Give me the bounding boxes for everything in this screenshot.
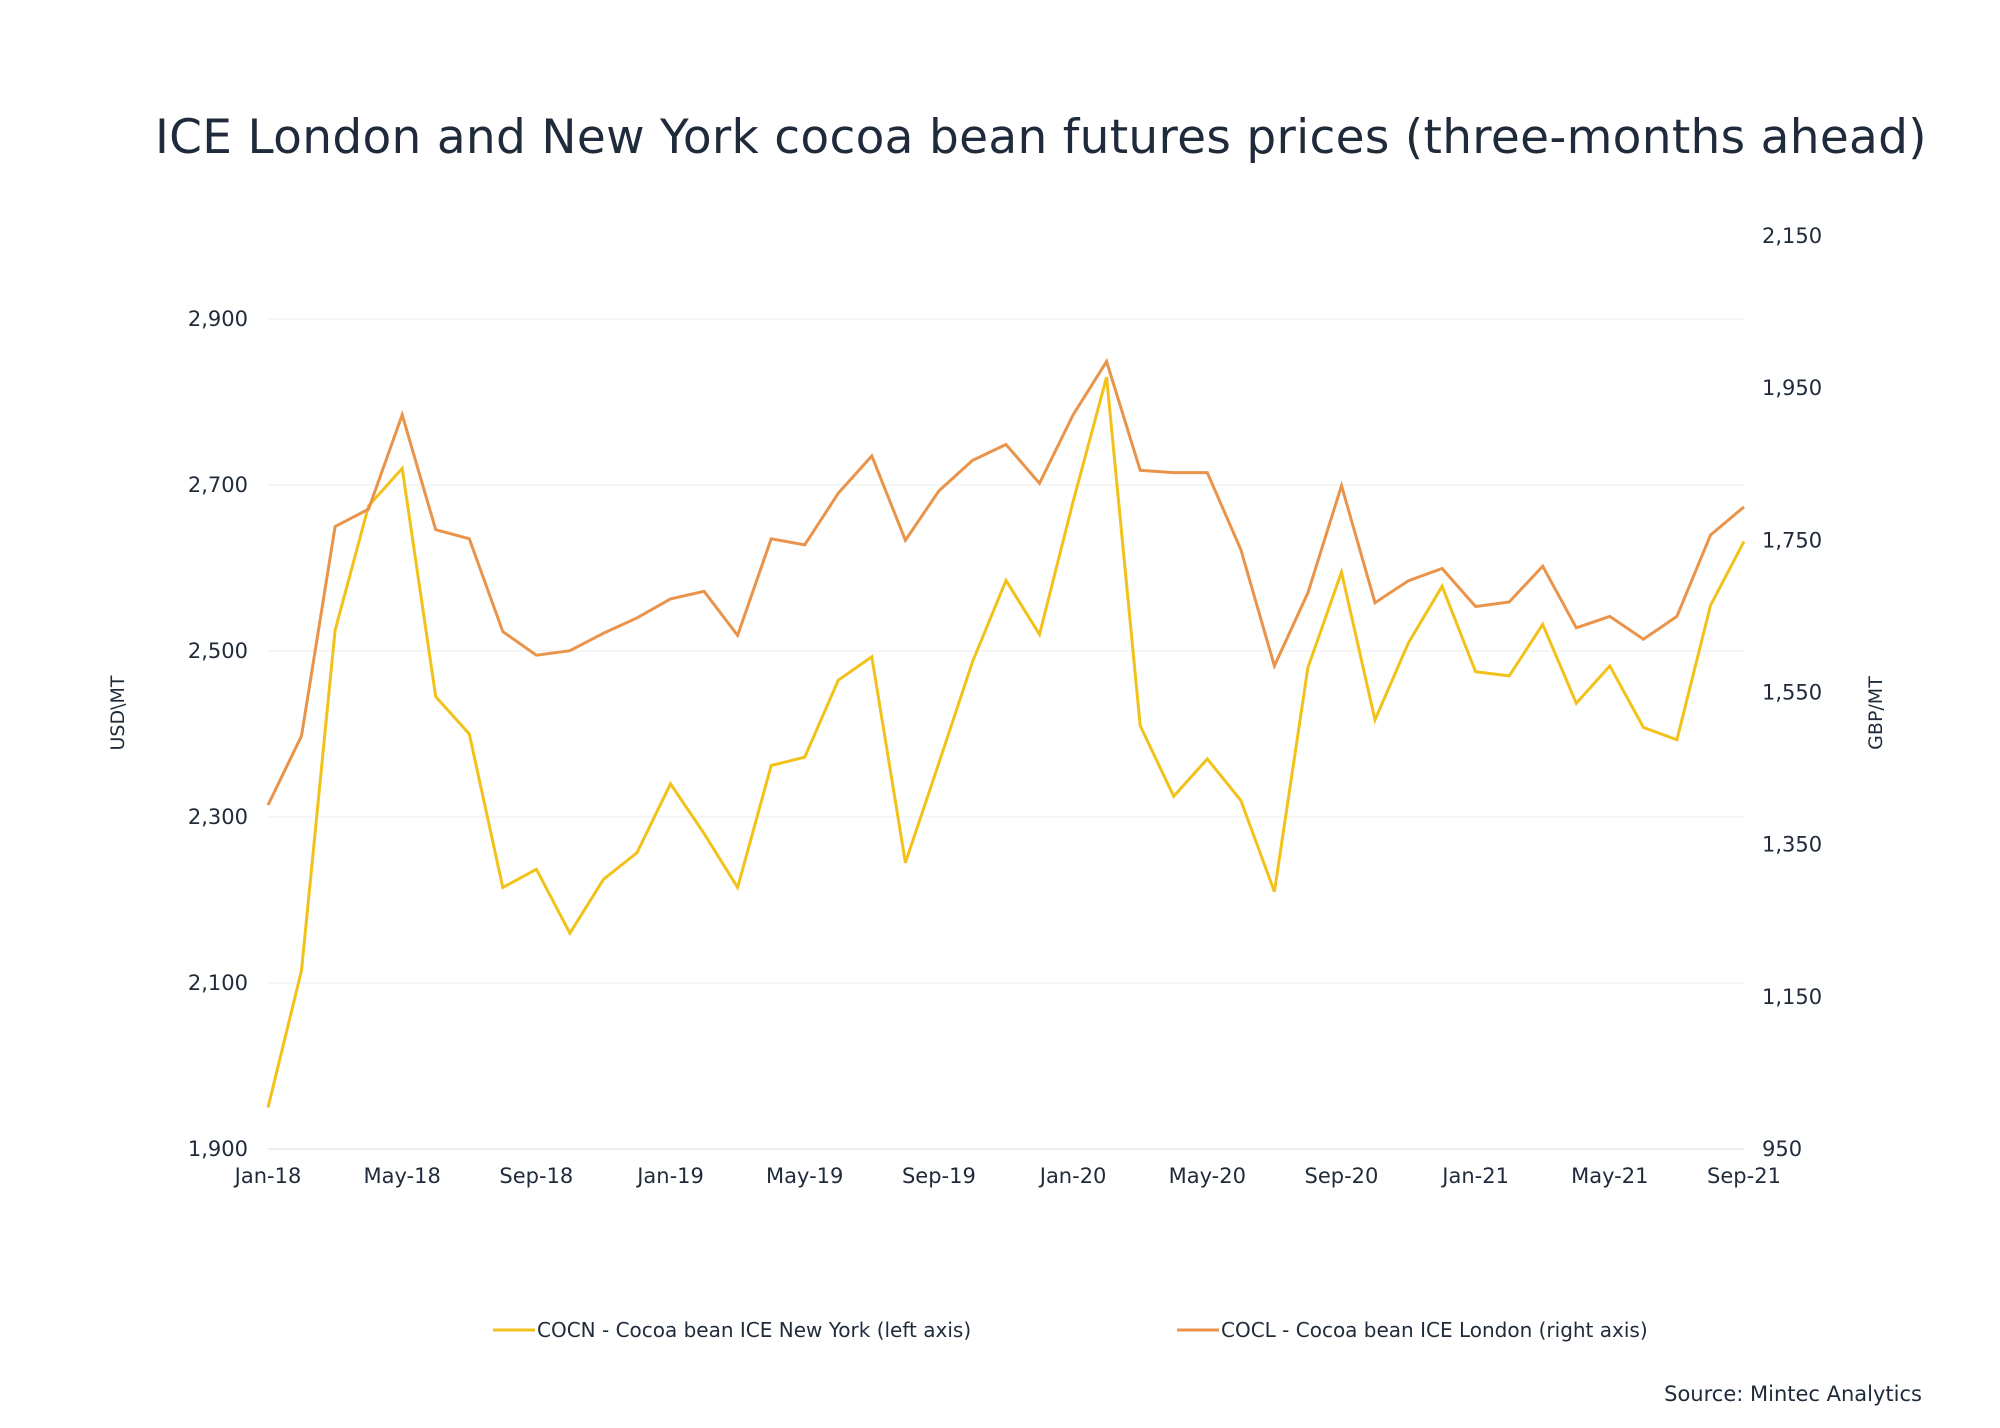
x-tick-label: Jan-19 (635, 1164, 704, 1188)
left-tick-label: 2,100 (188, 971, 248, 995)
left-tick-label: 2,500 (188, 639, 248, 663)
right-axis-title: GBP/MT (1865, 676, 1887, 750)
x-tick-label: Sep-20 (1305, 1164, 1379, 1188)
x-tick-label: May-20 (1169, 1164, 1246, 1188)
left-tick-label: 2,900 (188, 307, 248, 331)
x-tick-label: Jan-20 (1038, 1164, 1107, 1188)
right-axis-ticks: 950 1,150 1,350 1,550 1,750 1,950 2,150 (1762, 224, 1822, 1161)
x-tick-label: Jan-18 (233, 1164, 302, 1188)
right-tick-label: 1,750 (1762, 528, 1822, 552)
series-line-cocl (266, 357, 1745, 806)
left-axis-ticks: 1,900 2,100 2,300 2,500 2,700 2,900 (188, 307, 248, 1161)
chart-title: ICE London and New York cocoa bean futur… (155, 110, 1927, 165)
series-line-cocn (266, 376, 1746, 1108)
series-lines (266, 357, 1746, 1108)
source-note: Source: Mintec Analytics (1664, 1382, 1922, 1406)
left-tick-label: 2,700 (188, 473, 248, 497)
left-tick-label: 1,900 (188, 1137, 248, 1161)
legend-label-cocl: COCL - Cocoa bean ICE London (right axis… (1221, 1318, 1648, 1342)
legend: COCN - Cocoa bean ICE New York (left axi… (493, 1318, 1648, 1342)
x-tick-label: May-18 (364, 1164, 441, 1188)
x-tick-label: May-21 (1571, 1164, 1648, 1188)
left-axis-title: USD\MT (107, 675, 129, 750)
x-axis-ticks: Jan-18 May-18 Sep-18 Jan-19 May-19 Sep-19 Jan-… (233, 1164, 1781, 1188)
x-tick-label: Jan-21 (1440, 1164, 1509, 1188)
right-tick-label: 1,150 (1762, 985, 1822, 1009)
right-tick-label: 1,550 (1762, 681, 1822, 705)
right-tick-label: 2,150 (1762, 224, 1822, 248)
right-tick-label: 1,950 (1762, 376, 1822, 400)
right-tick-label: 950 (1762, 1137, 1802, 1161)
x-tick-label: May-19 (766, 1164, 843, 1188)
left-tick-label: 2,300 (188, 805, 248, 829)
x-tick-label: Sep-21 (1707, 1164, 1781, 1188)
x-tick-label: Sep-18 (499, 1164, 573, 1188)
x-tick-label: Sep-19 (902, 1164, 976, 1188)
legend-label-cocn: COCN - Cocoa bean ICE New York (left axi… (537, 1318, 971, 1342)
grid-lines (268, 318, 1744, 1150)
right-tick-label: 1,350 (1762, 833, 1822, 857)
